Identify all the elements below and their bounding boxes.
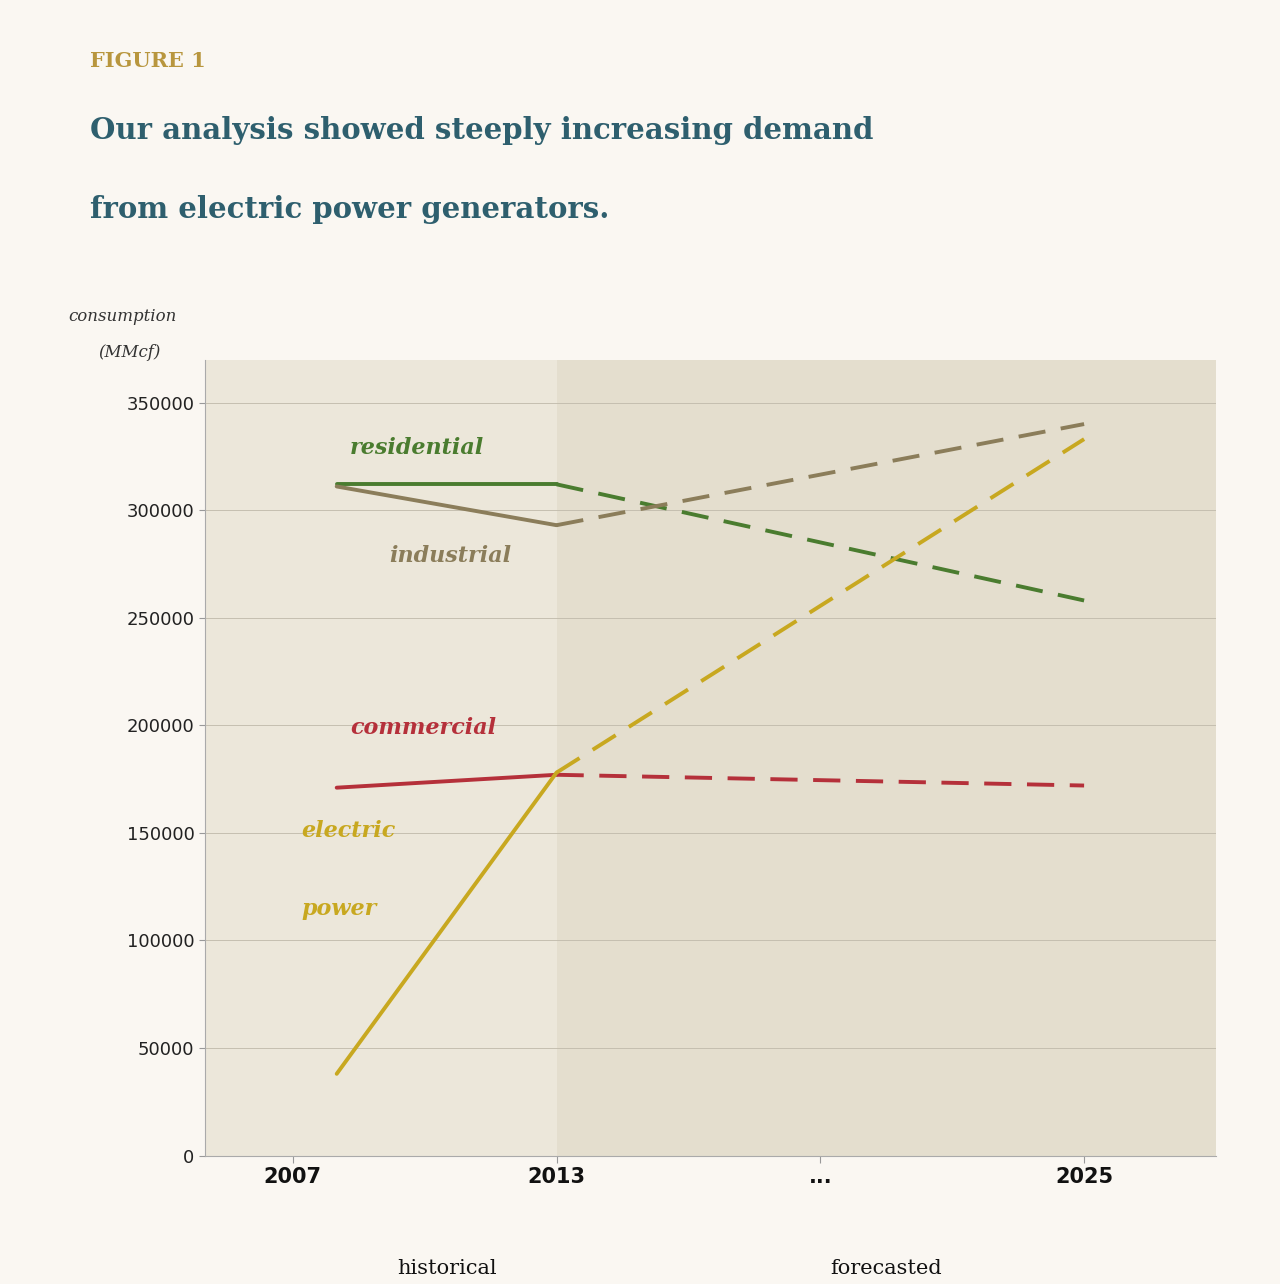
Text: consumption: consumption (68, 308, 177, 325)
Text: industrial: industrial (389, 544, 512, 566)
Text: Our analysis showed steeply increasing demand: Our analysis showed steeply increasing d… (90, 116, 873, 145)
Text: residential: residential (349, 437, 484, 460)
Text: (MMcf): (MMcf) (99, 344, 161, 361)
Text: commercial: commercial (349, 716, 497, 738)
Bar (557, 360, 1216, 1156)
Text: FIGURE 1: FIGURE 1 (90, 51, 205, 72)
Text: electric: electric (302, 820, 396, 842)
Text: historical: historical (397, 1258, 497, 1278)
Text: forecasted: forecasted (831, 1258, 942, 1278)
Text: from electric power generators.: from electric power generators. (90, 195, 609, 223)
Text: power: power (302, 898, 376, 919)
